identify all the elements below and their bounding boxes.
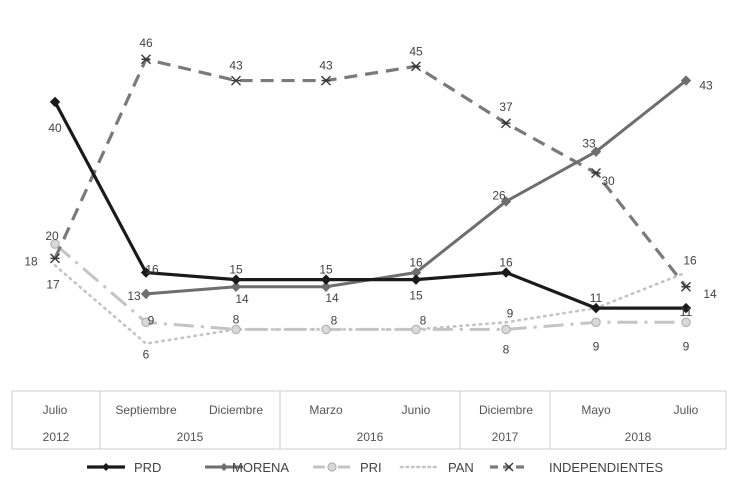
data-label-independientes-1: 46 — [139, 36, 153, 50]
point-pri-7 — [681, 317, 691, 328]
data-label-pri-3: 8 — [331, 313, 338, 327]
category-label-1: Septiembre — [115, 403, 177, 417]
legend-label-morena: MORENA — [232, 460, 289, 475]
point-independientes-7 — [681, 281, 691, 292]
data-label-morena-4: 16 — [409, 256, 423, 270]
point-pri-3 — [321, 324, 331, 335]
series-prd — [49, 96, 692, 314]
legend-marker-pri — [327, 462, 337, 472]
legend: PRD MORENA PRI PAN INDEPENDIENTES — [87, 460, 663, 475]
year-label-2017: 2017 — [492, 430, 519, 444]
data-label-morena-3: 14 — [325, 291, 339, 305]
point-independientes-0 — [50, 253, 60, 264]
data-label-independientes-5: 37 — [499, 100, 513, 114]
data-label-pri-1: 9 — [148, 313, 155, 327]
point-prd-7 — [680, 302, 692, 314]
data-label-morena-6: 33 — [582, 137, 596, 151]
series-morena — [140, 75, 692, 300]
point-prd-0 — [49, 96, 61, 108]
data-label-prd-4: 15 — [409, 289, 423, 303]
data-label-pri-5: 8 — [503, 342, 510, 356]
legend-marker-prd — [102, 463, 110, 471]
category-label-3: Marzo — [309, 403, 343, 417]
data-label-prd-2: 15 — [229, 263, 243, 277]
point-pri-0 — [50, 239, 60, 249]
data-label-independientes-7: 14 — [703, 287, 717, 301]
category-label-5: Diciembre — [479, 403, 533, 417]
data-label-pan-0: 17 — [46, 277, 60, 291]
data-labels: 40 16 15 15 15 16 11 11 13 14 14 16 26 33 43 20 9 8 8 8 8 9 9 1… — [24, 36, 717, 361]
legend-label-independientes: INDEPENDIENTES — [549, 460, 663, 475]
point-morena-7 — [680, 75, 692, 86]
point-morena-1 — [140, 288, 152, 300]
point-prd-2 — [230, 274, 242, 285]
point-morena-5 — [500, 196, 512, 207]
data-label-prd-0: 40 — [48, 121, 62, 135]
data-label-prd-1: 16 — [145, 263, 159, 277]
point-independientes-5 — [501, 118, 511, 129]
category-label-2: Diciembre — [209, 403, 263, 417]
year-label-2012: 2012 — [43, 430, 70, 444]
point-morena-3 — [320, 281, 332, 292]
data-label-independientes-4: 45 — [409, 44, 423, 58]
point-pri-2 — [231, 324, 241, 335]
point-pri-6 — [591, 317, 601, 328]
series-line-prd — [53, 101, 686, 310]
data-label-morena-5: 26 — [492, 188, 506, 202]
series-pri — [50, 239, 691, 335]
series-independientes — [50, 54, 691, 292]
point-pri-4 — [411, 324, 421, 335]
legend-label-pri: PRI — [360, 460, 382, 475]
point-prd-1 — [140, 267, 152, 278]
year-label-2018: 2018 — [625, 430, 652, 444]
point-prd-5 — [500, 267, 512, 278]
point-pri-1 — [141, 317, 151, 328]
category-axis-table: Julio Septiembre Diciembre Marzo Junio Diciem… — [11, 390, 727, 450]
data-label-morena-1: 13 — [127, 289, 141, 303]
category-label-0: Julio — [43, 403, 68, 417]
category-label-7: Julio — [674, 403, 699, 417]
data-label-pri-7: 9 — [683, 339, 690, 353]
data-label-prd-7: 11 — [680, 305, 693, 319]
data-label-pan-1: 6 — [143, 348, 150, 362]
series-line-independientes — [53, 57, 688, 288]
data-label-morena-7: 43 — [699, 79, 713, 93]
year-label-2015: 2015 — [177, 430, 204, 444]
point-prd-6 — [590, 302, 602, 314]
data-label-pan-5: 9 — [507, 306, 514, 320]
point-independientes-2 — [231, 75, 241, 86]
data-label-independientes-3: 43 — [319, 59, 333, 73]
point-pri-5 — [501, 324, 511, 335]
point-independientes-3 — [321, 75, 331, 86]
legend-marker-morena — [220, 463, 228, 471]
category-label-6: Mayo — [581, 403, 611, 417]
data-label-pri-0: 20 — [45, 229, 59, 243]
data-label-independientes-2: 43 — [229, 59, 243, 73]
data-label-prd-6: 11 — [590, 291, 603, 305]
category-label-4: Junio — [402, 403, 431, 417]
data-label-pan-7: 16 — [683, 254, 697, 268]
point-morena-2 — [230, 281, 242, 292]
data-label-prd-3: 15 — [319, 263, 333, 277]
data-label-pri-2: 8 — [233, 312, 240, 326]
legend-label-pan: PAN — [448, 460, 474, 475]
data-label-pri-4: 8 — [420, 313, 427, 327]
legend-marker-independientes — [504, 462, 514, 472]
point-morena-6 — [590, 146, 602, 157]
year-label-2016: 2016 — [357, 430, 384, 444]
point-prd-3 — [320, 274, 332, 285]
data-label-pri-6: 9 — [593, 339, 600, 353]
data-label-independientes-0: 18 — [24, 254, 38, 268]
data-label-independientes-6: 30 — [601, 174, 615, 188]
data-label-morena-2: 14 — [235, 292, 249, 306]
data-label-prd-5: 16 — [499, 256, 513, 270]
series-line-pri — [54, 242, 686, 331]
point-prd-4 — [410, 274, 422, 285]
point-independientes-6 — [591, 168, 601, 178]
point-independientes-1 — [141, 54, 151, 65]
point-independientes-4 — [411, 61, 421, 72]
legend-label-prd: PRD — [134, 460, 161, 475]
